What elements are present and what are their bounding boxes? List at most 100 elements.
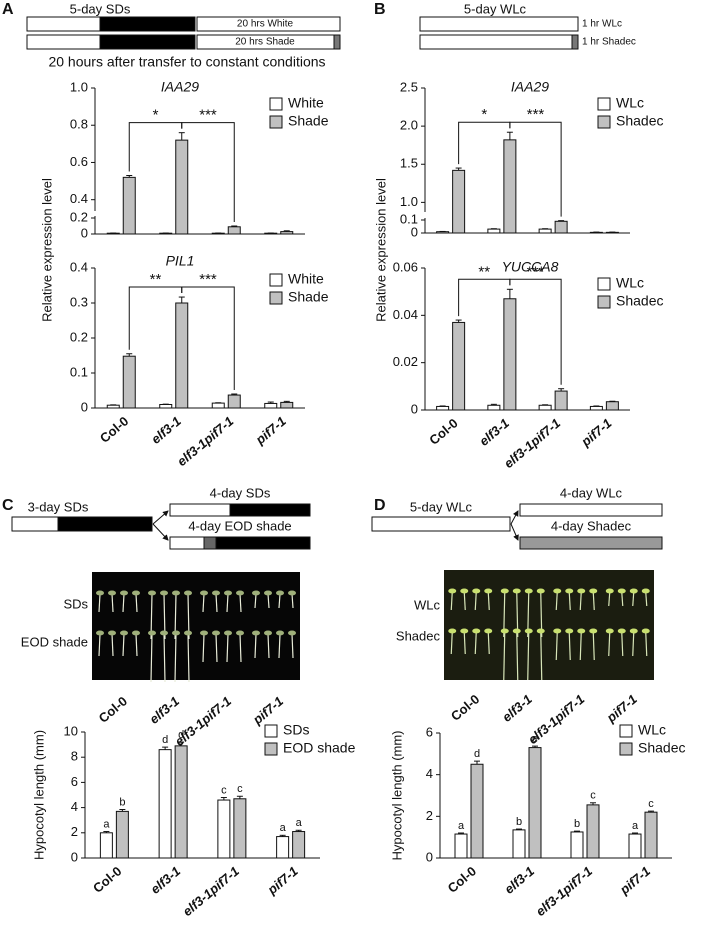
seedling [111, 633, 114, 657]
seedling-leaf [565, 588, 574, 594]
significance-letter: c [221, 784, 227, 796]
seedling-leaf [617, 588, 626, 594]
chart-title: PIL1 [166, 253, 195, 269]
legend-swatch [269, 291, 283, 305]
seedling-leaf [288, 590, 296, 596]
seedling-leaf [120, 590, 128, 596]
photo-row-label: SDs [63, 596, 88, 611]
bar [227, 226, 241, 235]
bar [99, 832, 113, 859]
seedling-leaf [160, 590, 168, 596]
y-tick-label: 2.0 [400, 118, 418, 133]
legend-swatch [597, 97, 611, 111]
y-tick-label: 4 [71, 799, 78, 814]
seedling-leaf [605, 588, 614, 594]
seedling [267, 633, 270, 659]
legend-label: WLc [616, 275, 644, 291]
bar [122, 176, 136, 235]
seedling-leaf [108, 630, 116, 636]
seedling-leaf [589, 588, 598, 594]
y-tick-label: 0.4 [70, 191, 88, 206]
bar [436, 405, 450, 411]
significance-letter: d [178, 729, 184, 741]
seedling-leaf [536, 628, 545, 634]
bar [158, 749, 172, 859]
seedling-leaf [617, 628, 626, 634]
seedling [450, 591, 453, 611]
y-tick-label: 0.8 [70, 117, 88, 132]
panel-note: 20 hours after transfer to constant cond… [48, 54, 325, 70]
bar [227, 394, 241, 409]
photo-column-label: Col-0 [96, 693, 131, 725]
legend-label: White [288, 271, 324, 287]
legend-swatch [269, 115, 283, 129]
legend-label: EOD shade [283, 740, 356, 756]
y-axis-label: Hypocotyl length (mm) [389, 730, 404, 860]
y-tick-label: 4 [426, 766, 433, 781]
seedling [503, 631, 506, 681]
y-tick-label: 0 [81, 399, 88, 414]
bar [175, 139, 189, 235]
bar [628, 833, 642, 859]
legend-label: Shadec [616, 293, 663, 309]
bar [538, 228, 552, 234]
y-tick-label: 0.04 [393, 307, 418, 322]
significance-letter: b [119, 796, 125, 808]
significance-letter: c [648, 798, 654, 810]
seedling-leaf [605, 628, 614, 634]
bar [570, 831, 584, 859]
seedling-leaf [132, 630, 140, 636]
y-tick-label: 2 [426, 808, 433, 823]
seedling [150, 633, 153, 683]
significance-letter: a [296, 817, 303, 829]
seedling-photo [92, 572, 300, 680]
seedling [291, 593, 294, 609]
y-tick-label: 0 [81, 225, 88, 240]
y-tick-label: 0.1 [70, 364, 88, 379]
y-tick-label: 6 [426, 724, 433, 739]
y-tick-label: 0.06 [393, 259, 418, 274]
y-tick-label: 0.6 [70, 154, 88, 169]
significance-letter: e [532, 733, 538, 745]
y-tick-label: 0.02 [393, 354, 418, 369]
seedling-leaf [472, 588, 481, 594]
seedling-leaf [641, 628, 650, 634]
bar [503, 139, 517, 234]
timeline [371, 503, 663, 550]
seedling [463, 631, 466, 655]
significance-letter: c [237, 783, 243, 795]
bar [538, 404, 552, 411]
y-axis-label: Relative expression level [373, 178, 388, 322]
significance-letter: c [590, 790, 596, 802]
y-tick-label: 0.4 [70, 259, 88, 274]
y-tick-label: 1.0 [70, 79, 88, 94]
seedling-leaf [484, 628, 493, 634]
significance-letter: b [574, 818, 580, 830]
significance-bracket [509, 278, 562, 385]
seedling-leaf [184, 630, 192, 636]
significance-bracket [458, 278, 511, 317]
bar [276, 836, 290, 859]
x-tick-label: pif7-1 [616, 863, 653, 897]
seedling-leaf [276, 590, 284, 596]
bar [292, 831, 306, 859]
diagram-title: 5-day WLc [410, 499, 473, 514]
seedling-leaf [276, 630, 284, 636]
seedling [215, 593, 218, 613]
y-tick-label: 0.2 [70, 329, 88, 344]
seedling [135, 593, 138, 613]
seedling-leaf [577, 588, 586, 594]
seedling-leaf [512, 588, 521, 594]
seedling [579, 631, 582, 661]
legend-label: Shade [288, 289, 329, 305]
seedling-leaf [200, 630, 208, 636]
bar [159, 404, 173, 409]
panel-label: B [374, 1, 386, 18]
legend-label: WLc [616, 95, 644, 111]
timeline [26, 16, 341, 50]
y-tick-label: 0 [411, 401, 418, 416]
seedling-leaf [589, 628, 598, 634]
seedling-leaf [264, 590, 272, 596]
seedling [463, 591, 466, 611]
seedling [568, 591, 571, 611]
